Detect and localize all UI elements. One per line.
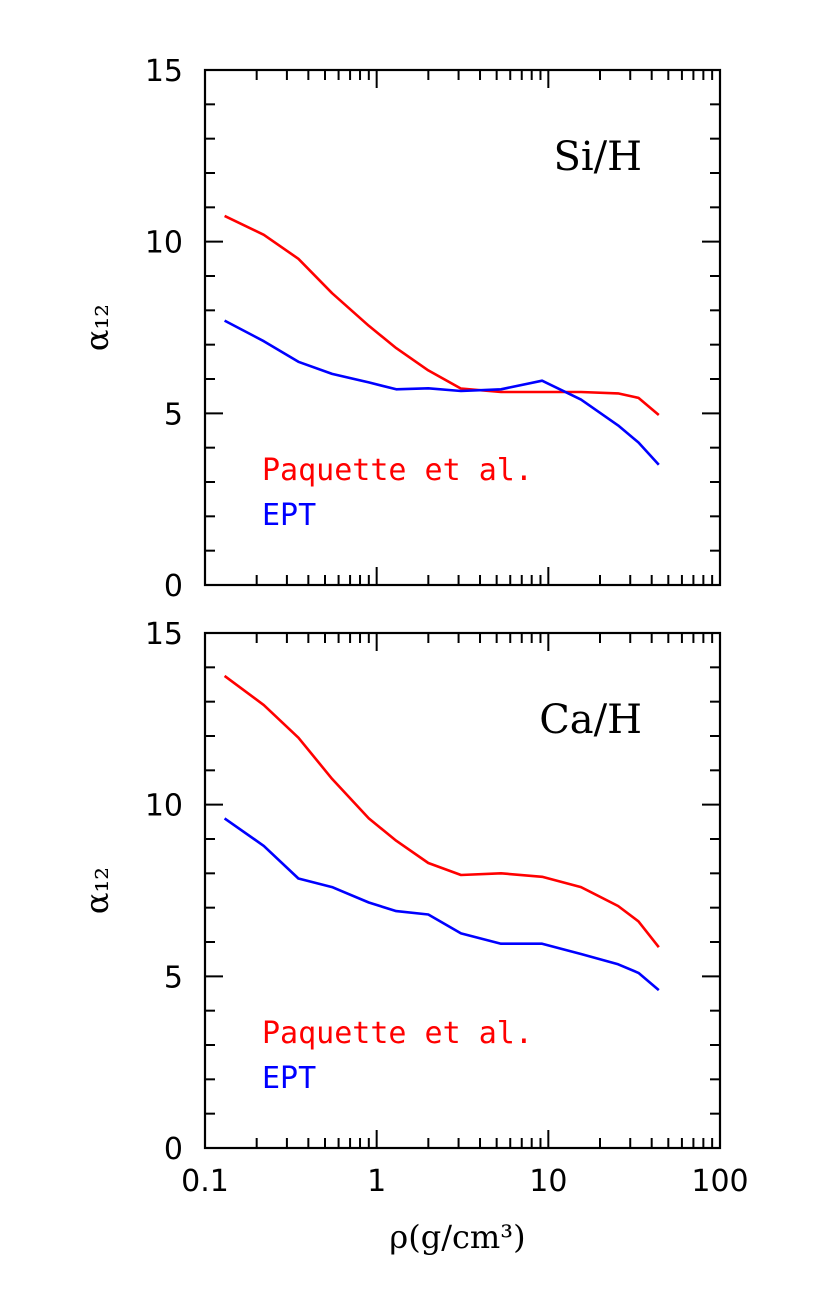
panel-ca-h-ylabel: α₁₂	[78, 867, 116, 914]
y-tick-label: 0	[164, 1132, 183, 1167]
panel-si-h: 0 5 10 15 Si/H α₁₂ Paquette et al. EPT	[78, 54, 722, 604]
x-axis-label: ρ(g/cm³)	[389, 1218, 525, 1256]
series-line-paquette	[223, 674, 660, 949]
panel-si-h-label: Si/H	[553, 134, 642, 180]
panel-si-h-series	[223, 214, 660, 466]
y-tick-label: 5	[164, 960, 183, 995]
legend-entry-ept: EPT	[262, 1061, 316, 1096]
y-tick-label: 0	[164, 569, 183, 604]
x-tick-label: 1	[367, 1164, 386, 1199]
x-tick-label: 0.1	[181, 1164, 229, 1199]
legend-entry-paquette: Paquette et al.	[262, 453, 533, 488]
panel-ca-h-label: Ca/H	[539, 697, 642, 743]
y-tick-label: 15	[145, 54, 183, 89]
series-line-paquette	[224, 214, 660, 416]
series-line-ept	[223, 319, 660, 466]
y-tick-label: 10	[145, 226, 183, 261]
y-tick-label: 5	[164, 397, 183, 432]
panel-ca-h-series	[223, 674, 660, 992]
panel-ca-h-xtick-labels: 0.1 1 10 100	[181, 1164, 748, 1199]
panel-ca-h: 0 5 10 15 0.1 1 10 100 Ca/H α₁₂ ρ(g/cm³) Paque…	[78, 617, 749, 1256]
x-tick-label: 10	[529, 1164, 567, 1199]
x-tick-label: 100	[691, 1164, 748, 1199]
panel-ca-h-frame	[203, 631, 722, 1150]
y-tick-label: 15	[145, 617, 183, 652]
panel-si-h-ylabel: α₁₂	[78, 304, 116, 351]
panel-si-h-ytick-labels: 0 5 10 15	[145, 54, 183, 604]
panel-si-h-frame	[203, 68, 722, 587]
series-line-ept	[223, 817, 660, 992]
legend-entry-ept: EPT	[262, 498, 316, 533]
legend-entry-paquette: Paquette et al.	[262, 1016, 533, 1051]
y-tick-label: 10	[145, 789, 183, 824]
panel-si-h-ticks	[204, 69, 720, 586]
panel-ca-h-ytick-labels: 0 5 10 15	[145, 617, 183, 1167]
